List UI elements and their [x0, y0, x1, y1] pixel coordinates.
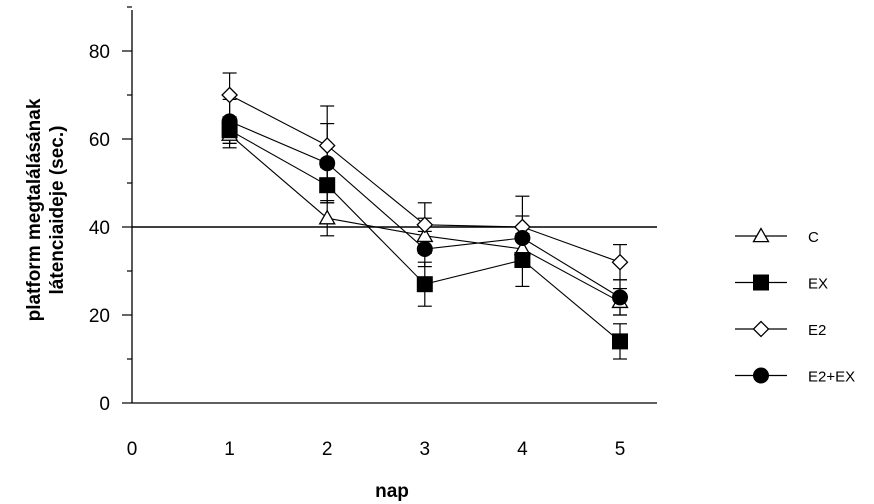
data-point [514, 230, 531, 246]
data-point [514, 252, 531, 268]
x-axis-title: nap [375, 481, 409, 502]
data-point [318, 209, 336, 225]
data-point [416, 216, 434, 234]
data-point [611, 253, 629, 271]
data-point [416, 241, 433, 257]
y-axis-title-line2: látenciaideje (sec.) [47, 126, 68, 295]
legend-label: C [808, 229, 819, 246]
data-point [318, 137, 336, 155]
markers-e2-ex [221, 113, 628, 306]
axes: 0 20 40 60 80 0 1 2 3 4 5 [89, 6, 657, 460]
legend-item: E2+EX [735, 367, 855, 386]
x-tick-label: 0 [127, 439, 138, 460]
legend-item: E2 [735, 320, 826, 339]
y-tick-label: 20 [89, 306, 110, 327]
y-tick-label: 60 [89, 130, 110, 151]
x-tick-label: 5 [615, 439, 626, 460]
x-tick-label: 4 [517, 439, 528, 460]
legend-label: E2 [808, 322, 826, 339]
data-point [221, 113, 238, 130]
legend-marker [752, 227, 770, 243]
legend-item: C [735, 227, 819, 246]
data-point [221, 86, 239, 104]
x-tick-label: 1 [224, 439, 235, 460]
data-point [612, 289, 628, 306]
markers-e2 [221, 86, 629, 271]
legend-label: E2+EX [808, 369, 855, 386]
legend: C EX E2 E2+EX [735, 227, 855, 386]
legend-item: EX [735, 274, 828, 293]
legend-marker [752, 320, 770, 338]
legend-marker [753, 274, 769, 291]
y-axis-title: platform megtalálásának látenciaideje (s… [24, 98, 68, 321]
y-axis-title-line1: platform megtalálásának [24, 98, 45, 321]
x-tick-label: 3 [420, 439, 431, 460]
data-point [319, 177, 336, 194]
legend-marker [753, 367, 769, 384]
legend-label: EX [808, 276, 828, 293]
y-tick-label: 80 [89, 42, 110, 63]
series-group [220, 72, 629, 360]
x-tick-label: 2 [322, 439, 333, 460]
y-tick-label: 40 [89, 218, 110, 239]
data-point [416, 276, 433, 293]
data-point [319, 155, 336, 172]
y-tick-label: 0 [99, 394, 110, 415]
data-point [612, 333, 628, 350]
